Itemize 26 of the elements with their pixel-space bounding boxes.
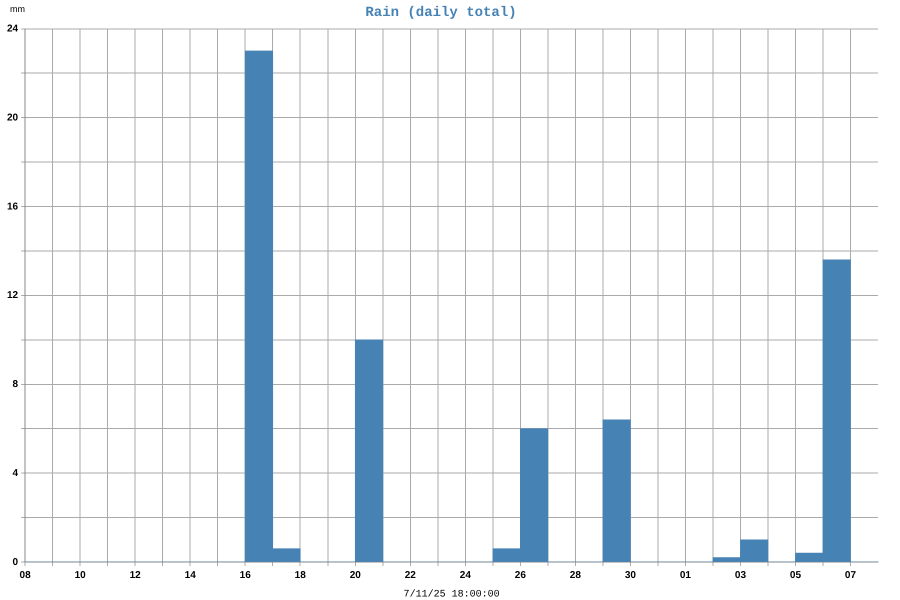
x-tick-label: 12 (130, 570, 142, 581)
x-tick-label: 28 (570, 570, 582, 581)
y-tick-label: 24 (7, 24, 19, 35)
x-tick-label: 10 (74, 570, 86, 581)
x-tick-label: 03 (734, 570, 746, 581)
x-tick-label: 30 (624, 570, 636, 581)
chart-title: Rain (daily total) (365, 4, 517, 21)
x-tick-label: 18 (294, 570, 306, 581)
x-tick-label: 07 (844, 570, 856, 581)
x-tick-label: 16 (240, 570, 252, 581)
x-tick-label: 14 (184, 570, 196, 581)
y-tick-label: 0 (12, 556, 19, 568)
x-tick-label: 08 (20, 570, 32, 581)
x-tick-label: 01 (680, 570, 692, 581)
x-tick-label: 22 (404, 570, 416, 581)
y-tick-label: 16 (7, 201, 19, 212)
y-tick-label: 12 (7, 290, 19, 302)
x-tick-label: 05 (790, 570, 802, 581)
x-axis-title: 7/11/25 18:00:00 (404, 588, 500, 600)
y-tick-label: 4 (12, 468, 19, 479)
y-tick-label: 20 (7, 112, 19, 124)
x-tick-label: 26 (514, 570, 526, 581)
x-tick-label: 24 (460, 570, 472, 581)
x-tick-label: 20 (350, 570, 362, 581)
y-axis-title: mm (10, 4, 25, 14)
y-tick-label: 8 (12, 379, 19, 390)
